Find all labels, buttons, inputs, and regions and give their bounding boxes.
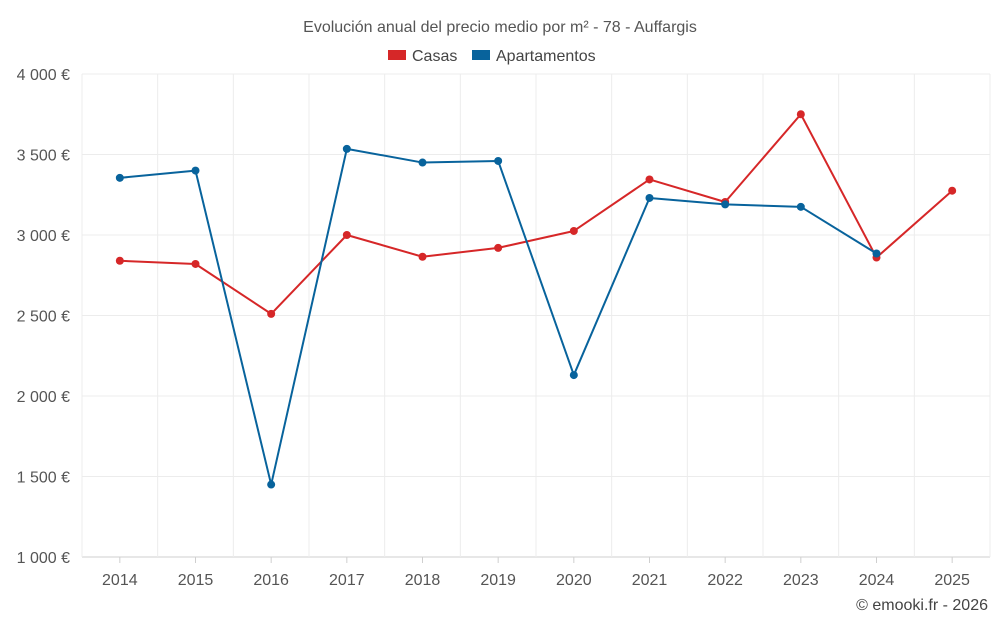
data-point-apartamentos-2024[interactable] xyxy=(872,249,881,258)
chart-title: Evolución anual del precio medio por m² … xyxy=(303,19,697,36)
data-point-apartamentos-2016[interactable] xyxy=(267,480,276,489)
data-point-casas-2020[interactable] xyxy=(569,226,578,235)
data-point-casas-2015[interactable] xyxy=(191,259,200,268)
x-axis: 2014 2015 2016 2017 2018 2019 2020 2021 2022 2023… xyxy=(102,557,970,589)
legend-swatch-casas xyxy=(388,50,406,60)
legend: Casas Apartamentos xyxy=(388,48,596,65)
data-point-apartamentos-2019[interactable] xyxy=(494,156,503,165)
x-tick-label: 2016 xyxy=(253,572,289,589)
data-point-casas-2016[interactable] xyxy=(267,309,276,318)
x-tick-label: 2021 xyxy=(632,572,668,589)
grid xyxy=(81,73,991,558)
legend-item-casas[interactable]: Casas xyxy=(388,48,457,65)
x-tick-label: 2024 xyxy=(859,572,895,589)
x-tick-label: 2019 xyxy=(480,572,516,589)
x-tick-label: 2020 xyxy=(556,572,592,589)
data-point-apartamentos-2014[interactable] xyxy=(115,173,124,182)
y-tick-label: 3 500 € xyxy=(17,148,70,165)
y-tick-label: 2 500 € xyxy=(17,309,70,326)
data-point-casas-2021[interactable] xyxy=(645,175,654,184)
y-tick-label: 1 500 € xyxy=(17,470,70,487)
y-tick-label: 1 000 € xyxy=(17,550,70,567)
series-layer xyxy=(115,110,957,489)
series-line-casas xyxy=(119,113,953,315)
legend-swatch-apartamentos xyxy=(472,50,490,60)
data-point-casas-2019[interactable] xyxy=(494,243,503,252)
y-axis: 1 000 € 1 500 € 2 000 € 2 500 € 3 000 € 3 500… xyxy=(17,67,70,567)
legend-item-apartamentos[interactable]: Apartamentos xyxy=(472,48,596,65)
data-point-apartamentos-2018[interactable] xyxy=(418,158,427,167)
data-point-apartamentos-2022[interactable] xyxy=(721,200,730,209)
credit-text: © emooki.fr - 2026 xyxy=(856,597,988,614)
x-tick-label: 2018 xyxy=(405,572,441,589)
x-tick-label: 2017 xyxy=(329,572,365,589)
y-tick-label: 2 000 € xyxy=(17,389,70,406)
x-tick-label: 2025 xyxy=(934,572,970,589)
data-point-casas-2018[interactable] xyxy=(418,252,427,261)
y-tick-label: 3 000 € xyxy=(17,228,70,245)
y-tick-label: 4 000 € xyxy=(17,67,70,84)
data-point-casas-2017[interactable] xyxy=(342,231,351,239)
data-point-apartamentos-2021[interactable] xyxy=(645,193,654,202)
x-tick-label: 2023 xyxy=(783,572,819,589)
data-point-casas-2014[interactable] xyxy=(115,256,124,265)
data-point-apartamentos-2023[interactable] xyxy=(796,202,805,211)
x-tick-label: 2022 xyxy=(707,572,743,589)
data-point-apartamentos-2017[interactable] xyxy=(342,144,351,153)
series-apartamentos xyxy=(115,144,881,489)
x-tick-label: 2014 xyxy=(102,572,138,589)
data-point-casas-2025[interactable] xyxy=(948,186,957,195)
legend-label-casas: Casas xyxy=(412,48,457,65)
legend-label-apartamentos: Apartamentos xyxy=(496,48,596,65)
data-point-apartamentos-2015[interactable] xyxy=(191,166,200,175)
data-point-apartamentos-2020[interactable] xyxy=(569,371,578,380)
x-tick-label: 2015 xyxy=(178,572,214,589)
data-point-casas-2023[interactable] xyxy=(796,110,805,119)
